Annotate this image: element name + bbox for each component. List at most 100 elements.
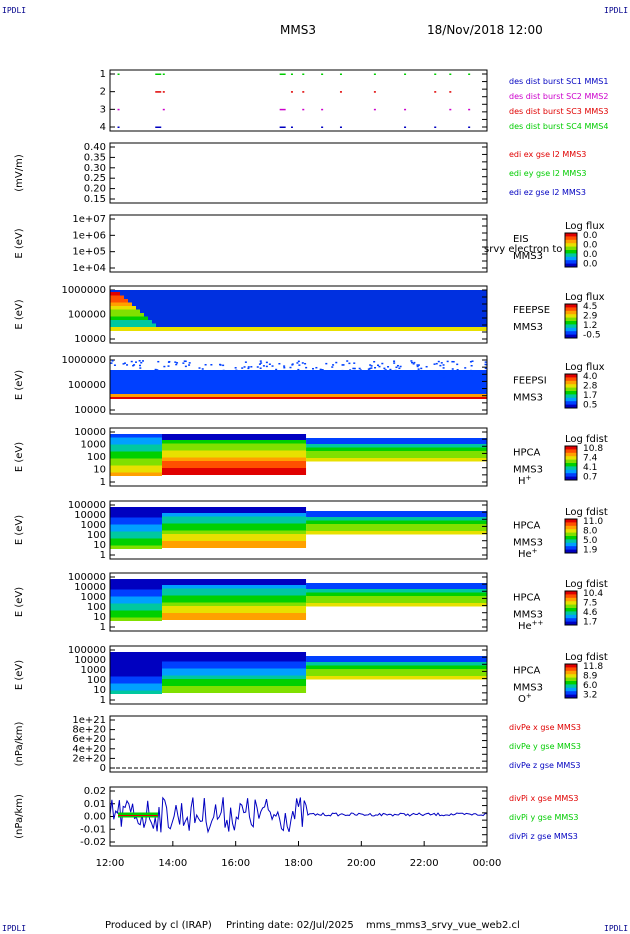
panel-feepsi-cell: [417, 368, 420, 370]
panel-feepsi-cell: [364, 373, 367, 376]
time-axis-tick-label: 22:00: [410, 858, 439, 869]
panel-feepsi-spacecraft: MMS3: [513, 393, 543, 404]
panel-burst-mark: [302, 108, 305, 111]
panel-feepsi-cell: [186, 373, 189, 375]
panel-feepsi-cbar-tick: 4.0: [583, 372, 598, 382]
panel-feepse-cell: [110, 292, 120, 296]
panel-feepsi-cell: [368, 367, 371, 370]
panel-feepsi-cell: [325, 362, 328, 365]
panel-divpi-series-z: [109, 796, 488, 834]
panel-divpe: [109, 715, 488, 773]
panel-hpca-he-cell: [110, 545, 162, 549]
panel-burst-frame: [109, 69, 488, 132]
panel-hpca-hepp-cell: [110, 607, 162, 611]
panel-feepsi-cell: [374, 366, 377, 369]
panel-feepsi-cbar-cell: [565, 384, 577, 389]
panel-feepse-cell: [110, 290, 487, 329]
panel-edi-ytick-label: 0.30: [84, 163, 106, 174]
panel-hpca-h-cell: [162, 468, 307, 472]
panel-feepsi-cell: [278, 362, 281, 365]
panel-hpca-he-cell: [306, 511, 487, 517]
panel-hpca-o-cell: [162, 686, 307, 690]
panel-feepsi-cell: [110, 397, 487, 399]
panel-divpi-legend: divPi z gse MMS3: [509, 832, 578, 841]
panel-feepsi-cell: [387, 366, 390, 368]
panel-hpca-hepp-charge: ++: [532, 619, 544, 627]
panel-hpca-h-cell: [306, 447, 487, 451]
panel-burst: [109, 69, 488, 132]
panel-hpca-h-cbar-tick: 7.4: [583, 454, 598, 464]
panel-feepse-cell: [110, 306, 136, 310]
panel-divpi-frame: [109, 786, 488, 847]
panel-feepsi-cell: [457, 374, 460, 377]
panel-burst-mark: [373, 73, 376, 75]
panel-feepse-cell: [110, 302, 132, 306]
panel-hpca-hepp-cell: [162, 588, 307, 592]
panel-feepsi-cell: [420, 376, 423, 378]
panel-hpca-he-species: He+: [518, 547, 538, 560]
panel-feepsi-cell: [139, 364, 142, 367]
panel-hpca-o-cell: [162, 672, 307, 676]
panel-divpi-ylabel: (nPa/km): [14, 794, 25, 839]
panel-hpca-hepp-cell: [306, 599, 487, 603]
panel-hpca-h-cell: [306, 438, 487, 444]
panel-feepsi-cell: [349, 369, 352, 371]
panel-feepse-cbar-cell: [565, 310, 577, 315]
header-spacecraft: MMS3: [280, 23, 316, 37]
panel-burst-mark: [449, 91, 452, 93]
panel-feepse-cell: [110, 316, 148, 320]
panel-burst-mark: [321, 73, 324, 75]
panel-feepsi-cell: [262, 365, 265, 367]
panel-burst-legend: des dist burst SC2 MMS2: [509, 92, 608, 101]
panel-feepsi-cell: [342, 364, 345, 366]
panel-burst-mark: [279, 126, 286, 128]
panel-feepsi-cell: [159, 372, 162, 374]
panel-hpca-o-cell: [162, 658, 307, 662]
panel-hpca-h-cell: [162, 440, 307, 444]
panel-hpca-o-cbar-cell: [565, 681, 577, 685]
panel-hpca-he-cbar-cell: [565, 529, 577, 534]
panel-edi-ylabel: (mV/m): [14, 154, 25, 192]
panel-hpca-hepp-cell: [306, 603, 487, 607]
panel-hpca-h-cbar-frame: [564, 445, 578, 481]
panel-feepsi-cell: [265, 361, 268, 364]
panel-feepsi-cell: [312, 373, 315, 376]
corner-label-bl: IPDLI: [2, 924, 27, 933]
panel-hpca-he-frame: [109, 500, 488, 560]
panel-feepsi-cell: [438, 372, 441, 374]
panel-feepsi-cell: [183, 360, 186, 362]
panel-hpca-h-cbar-cell: [565, 459, 577, 464]
panel-feepsi-cell: [174, 361, 177, 363]
panel-feepsi-ytick-label: 10000: [74, 405, 106, 416]
panel-hpca-hepp-cbar-cell: [565, 604, 577, 609]
panel-feepsi-cell: [243, 366, 246, 368]
panel-feepsi-cell: [442, 364, 445, 366]
panel-hpca-hepp-cbar-tick: 4.6: [583, 608, 598, 618]
panel-feepsi-cell: [411, 361, 414, 364]
panel-hpca-h-cbar-cell: [565, 476, 577, 481]
panel-feepsi-cell: [451, 368, 454, 370]
panel-hpca-he-ytick-label: 10000: [74, 510, 106, 521]
panel-hpca-hepp-ytick-label: 10: [93, 612, 106, 623]
panel-burst-legend: des dist burst SC4 MMS4: [509, 122, 608, 131]
panel-divpi-ytick-label: 0.02: [84, 786, 106, 797]
panel-feepsi-cell: [470, 374, 473, 376]
panel-burst-mark: [449, 108, 452, 111]
panel-hpca-he-cell: [110, 507, 162, 511]
panel-eis-cbar-tick: 0.0: [583, 250, 598, 260]
panel-feepsi-cell: [189, 370, 192, 373]
panel-hpca-he-cbar-tick: 1.9: [583, 546, 598, 556]
panel-hpca-hepp-cbar-title: Log fdist: [565, 579, 608, 590]
panel-feepsi-cell: [182, 362, 185, 364]
panel-feepsi-cell: [161, 376, 164, 379]
panel-hpca-o-cbar-tick: 3.2: [583, 691, 597, 701]
panel-eis: [109, 214, 578, 273]
panel-divpi-legend: divPi x gse MMS3: [509, 794, 578, 803]
panel-feepsi-cell: [369, 364, 372, 366]
panel-feepsi-cell: [384, 369, 387, 371]
panel-hpca-hepp: [109, 572, 578, 632]
panel-eis-ytick-label: 1e+05: [72, 247, 106, 258]
panel-feepsi-cell: [400, 377, 403, 379]
time-axis-tick-label: 16:00: [221, 858, 250, 869]
panel-feepsi-cell: [167, 365, 170, 367]
